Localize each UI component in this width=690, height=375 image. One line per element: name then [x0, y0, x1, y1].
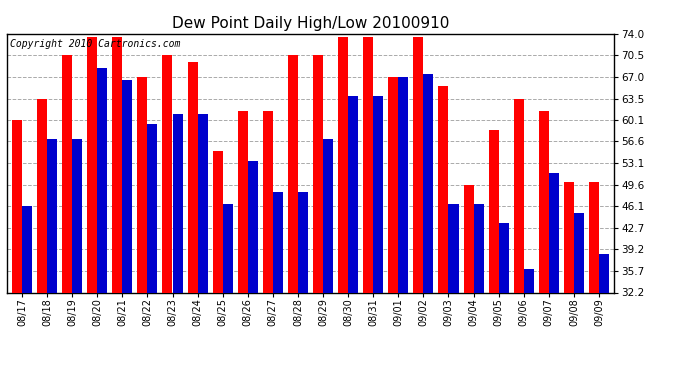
Bar [137, 77, 148, 375]
Bar [22, 207, 32, 375]
Bar [398, 77, 408, 375]
Bar [539, 111, 549, 375]
Bar [348, 96, 358, 375]
Bar [238, 111, 248, 375]
Bar [388, 77, 398, 375]
Bar [37, 99, 47, 375]
Bar [313, 56, 323, 375]
Bar [248, 160, 258, 375]
Bar [549, 173, 559, 375]
Bar [489, 130, 499, 375]
Bar [524, 269, 534, 375]
Text: Copyright 2010 Cartronics.com: Copyright 2010 Cartronics.com [10, 39, 180, 49]
Bar [499, 222, 509, 375]
Bar [213, 152, 223, 375]
Title: Dew Point Daily High/Low 20100910: Dew Point Daily High/Low 20100910 [172, 16, 449, 31]
Bar [112, 37, 122, 375]
Bar [273, 192, 283, 375]
Bar [197, 114, 208, 375]
Bar [373, 96, 383, 375]
Bar [514, 99, 524, 375]
Bar [172, 114, 183, 375]
Bar [413, 37, 424, 375]
Bar [574, 213, 584, 375]
Bar [188, 62, 197, 375]
Bar [564, 182, 574, 375]
Bar [438, 86, 449, 375]
Bar [599, 254, 609, 375]
Bar [338, 37, 348, 375]
Bar [72, 139, 82, 375]
Bar [47, 139, 57, 375]
Bar [162, 56, 172, 375]
Bar [448, 204, 459, 375]
Bar [589, 182, 599, 375]
Bar [62, 56, 72, 375]
Bar [97, 68, 107, 375]
Bar [298, 192, 308, 375]
Bar [12, 120, 22, 375]
Bar [223, 204, 233, 375]
Bar [473, 204, 484, 375]
Bar [263, 111, 273, 375]
Bar [464, 185, 473, 375]
Bar [87, 37, 97, 375]
Bar [288, 56, 298, 375]
Bar [122, 80, 132, 375]
Bar [363, 37, 373, 375]
Bar [148, 123, 157, 375]
Bar [424, 74, 433, 375]
Bar [323, 139, 333, 375]
